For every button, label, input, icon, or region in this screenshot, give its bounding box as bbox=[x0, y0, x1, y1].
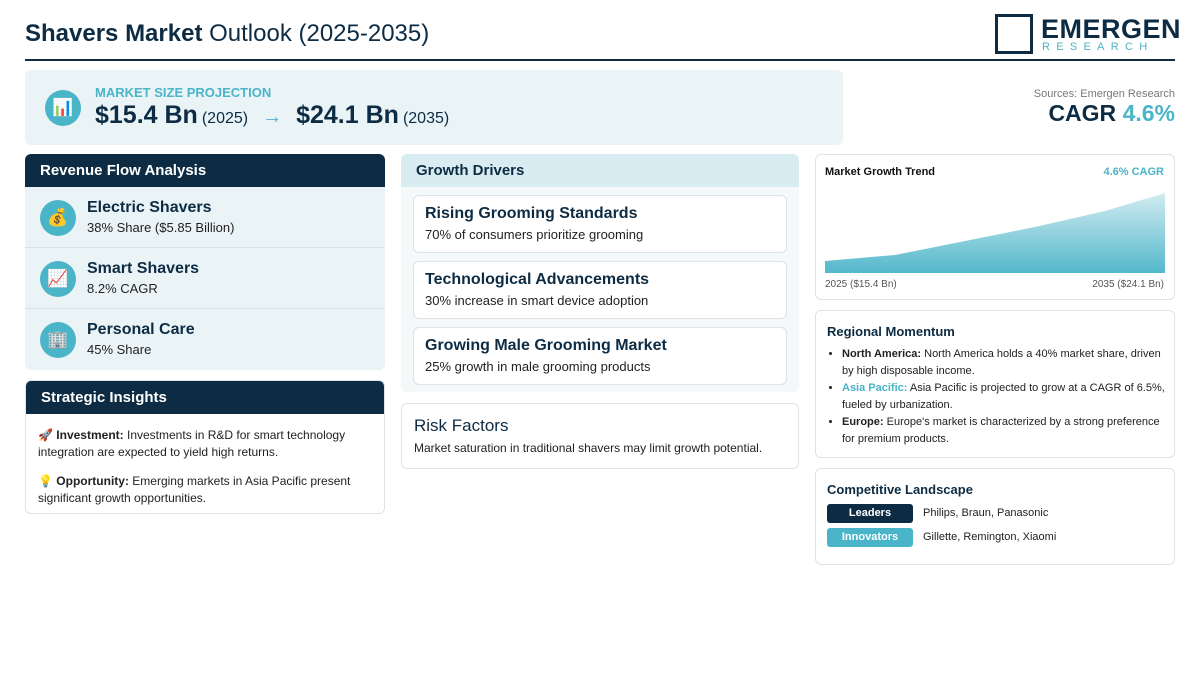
region-name: Europe: bbox=[842, 416, 884, 428]
card-header: Strategic Insights bbox=[26, 381, 384, 414]
item-detail: 38% Share ($5.85 Billion) bbox=[87, 220, 235, 235]
cagr: CAGR 4.6% bbox=[1048, 100, 1175, 127]
revenue-item: 📈 Smart Shavers 8.2% CAGR bbox=[25, 248, 385, 309]
page-title: Shavers Market Outlook (2025-2035) bbox=[25, 20, 429, 48]
item-icon: 💰 bbox=[40, 200, 76, 236]
companies: Gillette, Remington, Xiaomi bbox=[923, 531, 1057, 543]
risk-text: Market saturation in traditional shavers… bbox=[414, 441, 763, 455]
end-year: (2035) bbox=[402, 110, 450, 127]
cagr-label: CAGR bbox=[1048, 100, 1117, 126]
region-item: Europe: Europe's market is characterized… bbox=[842, 414, 1167, 448]
growth-trend-card: Market Growth Trend 4.6% CAGR 2025 ($15.… bbox=[815, 154, 1175, 300]
driver: Technological Advancements 30% increase i… bbox=[413, 261, 787, 319]
item-name: Electric Shavers bbox=[87, 199, 212, 216]
insight-label: Opportunity: bbox=[56, 474, 129, 488]
item-detail: 45% Share bbox=[87, 342, 152, 357]
projection-label: MARKET SIZE PROJECTION bbox=[95, 85, 272, 100]
revenue-flow-card: Revenue Flow Analysis 💰 Electric Shavers 3… bbox=[25, 154, 385, 370]
projection-panel: 📊 MARKET SIZE PROJECTION $15.4 Bn (2025) →… bbox=[25, 70, 843, 145]
card-title: Regional Momentum bbox=[827, 324, 955, 339]
logo-main: EMERGEN bbox=[1041, 14, 1182, 44]
arrow: → bbox=[262, 106, 283, 128]
driver-detail: 70% of consumers prioritize grooming bbox=[425, 227, 644, 242]
competitive-landscape-card: Competitive Landscape Leaders Philips, Br… bbox=[815, 468, 1175, 565]
insight: 💡 Opportunity: Emerging markets in Asia … bbox=[26, 473, 384, 507]
trend-end-label: 2035 ($24.1 Bn) bbox=[1092, 279, 1164, 290]
item-name: Personal Care bbox=[87, 321, 195, 338]
cagr-value: 4.6% bbox=[1122, 100, 1175, 126]
driver-name: Rising Grooming Standards bbox=[425, 205, 638, 222]
region-name: North America: bbox=[842, 348, 922, 360]
region-text: Europe's market is characterized by a st… bbox=[842, 416, 1160, 445]
item-name: Smart Shavers bbox=[87, 260, 200, 277]
region-item: North America: North America holds a 40%… bbox=[842, 346, 1167, 380]
revenue-item: 💰 Electric Shavers 38% Share ($5.85 Billio… bbox=[25, 187, 385, 248]
insight-list: 🚀 Investment: Investments in R&D for sma… bbox=[26, 427, 384, 507]
region-item: Asia Pacific: Asia Pacific is projected … bbox=[842, 380, 1167, 414]
card-header: Growth Drivers bbox=[401, 154, 799, 187]
card-title: Risk Factors bbox=[414, 416, 509, 435]
item-icon: 📈 bbox=[40, 261, 76, 297]
insight: 🚀 Investment: Investments in R&D for sma… bbox=[26, 427, 384, 461]
start-value: $15.4 Bn bbox=[95, 101, 198, 129]
competitor-row: Leaders Philips, Braun, Panasonic bbox=[827, 504, 1167, 523]
driver: Rising Grooming Standards 70% of consumer… bbox=[413, 195, 787, 253]
title-bold: Shavers Market bbox=[25, 20, 203, 47]
region-text: Asia Pacific is projected to grow at a C… bbox=[842, 382, 1165, 411]
trend-area bbox=[825, 193, 1165, 273]
driver-detail: 30% increase in smart device adoption bbox=[425, 293, 649, 308]
insight-icon: 🚀 bbox=[38, 428, 53, 442]
driver-name: Technological Advancements bbox=[425, 271, 650, 288]
card-header: Revenue Flow Analysis bbox=[25, 154, 385, 187]
logo-sub: RESEARCH bbox=[1042, 41, 1154, 53]
item-icon: 🏢 bbox=[40, 322, 76, 358]
driver: Growing Male Grooming Market 25% growth i… bbox=[413, 327, 787, 385]
tag: Innovators bbox=[827, 528, 913, 547]
logo-mark bbox=[995, 14, 1033, 54]
driver-name: Growing Male Grooming Market bbox=[425, 337, 667, 354]
competitor-row: Innovators Gillette, Remington, Xiaomi bbox=[827, 528, 1167, 547]
projection-icon: 📊 bbox=[45, 90, 81, 126]
risk-factors-card: Risk Factors Market saturation in tradit… bbox=[401, 403, 799, 469]
projection-values: $15.4 Bn (2025) → $24.1 Bn (2035) bbox=[95, 101, 449, 130]
end-value: $24.1 Bn bbox=[296, 101, 399, 129]
sources: Sources: Emergen Research bbox=[1033, 88, 1175, 100]
growth-drivers-card: Growth Drivers Rising Grooming Standards… bbox=[401, 154, 799, 392]
header-rule bbox=[25, 59, 1175, 61]
title-rest: Outlook (2025-2035) bbox=[209, 20, 430, 47]
item-detail: 8.2% CAGR bbox=[87, 281, 158, 296]
driver-detail: 25% growth in male grooming products bbox=[425, 359, 651, 374]
logo: EMERGEN RESEARCH bbox=[995, 14, 1181, 56]
trend-start-label: 2025 ($15.4 Bn) bbox=[825, 279, 897, 290]
tag: Leaders bbox=[827, 504, 913, 523]
card-title: Competitive Landscape bbox=[827, 482, 973, 497]
start-year: (2025) bbox=[201, 110, 249, 127]
area-shape bbox=[825, 193, 1165, 273]
trend-title: Market Growth Trend bbox=[825, 166, 936, 178]
insight-icon: 💡 bbox=[38, 474, 53, 488]
insight-text: Emerging markets in Asia Pacific present… bbox=[38, 474, 351, 505]
regional-momentum-card: Regional Momentum North America: North A… bbox=[815, 310, 1175, 458]
region-text: North America holds a 40% market share, … bbox=[842, 348, 1161, 377]
trend-badge: 4.6% CAGR bbox=[1103, 166, 1164, 178]
companies: Philips, Braun, Panasonic bbox=[923, 507, 1049, 519]
insight-label: Investment: bbox=[56, 428, 124, 442]
region-name: Asia Pacific: bbox=[842, 382, 908, 394]
insight-text: Investments in R&D for smart technology … bbox=[38, 428, 346, 459]
region-list: North America: North America holds a 40%… bbox=[827, 346, 1167, 448]
revenue-item: 🏢 Personal Care 45% Share bbox=[25, 309, 385, 370]
strategic-insights-card: Strategic Insights 🚀 Investment: Investm… bbox=[25, 380, 385, 514]
revenue-list: 💰 Electric Shavers 38% Share ($5.85 Billio… bbox=[25, 187, 385, 370]
